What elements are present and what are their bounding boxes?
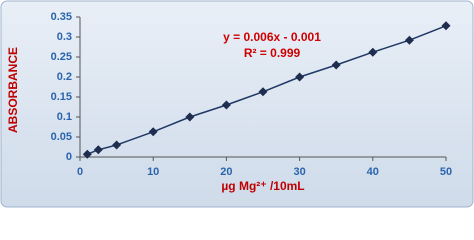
x-tick-label: 40	[367, 166, 379, 178]
chart-frame	[0, 0, 474, 208]
y-tick-label: 0.3	[57, 31, 72, 43]
data-point	[368, 47, 378, 57]
y-tick-label: 0.1	[57, 111, 72, 123]
x-tick-label: 30	[293, 166, 305, 178]
data-point	[295, 72, 305, 82]
chart: ABSORBANCE µg Mg²⁺ /10mL y = 0.006x - 0.…	[0, 0, 474, 208]
x-tick-label: 0	[77, 166, 83, 178]
y-tick-label: 0.15	[51, 91, 72, 103]
data-point	[185, 112, 195, 122]
equation: y = 0.006x - 0.001	[223, 30, 321, 44]
y-tick-label: 0.35	[51, 11, 72, 23]
data-point	[93, 145, 103, 155]
data-point	[221, 100, 231, 110]
data-point	[112, 140, 122, 150]
y-tick-label: 0.25	[51, 51, 72, 63]
data-point	[148, 127, 158, 137]
y-axis-label: ABSORBANCE	[6, 47, 20, 133]
data-point	[82, 149, 92, 159]
r-squared: R² = 0.999	[244, 46, 301, 60]
y-tick-label: 0	[66, 151, 72, 163]
data-point	[331, 60, 341, 70]
x-tick-label: 50	[440, 166, 452, 178]
data-point	[404, 35, 414, 45]
y-tick-label: 0.05	[51, 131, 72, 143]
y-tick-label: 0.2	[57, 71, 72, 83]
data-point	[258, 87, 268, 97]
data-point	[441, 21, 451, 31]
x-tick-label: 20	[220, 166, 232, 178]
x-tick-label: 10	[147, 166, 159, 178]
x-axis-label: µg Mg²⁺ /10mL	[221, 179, 304, 193]
